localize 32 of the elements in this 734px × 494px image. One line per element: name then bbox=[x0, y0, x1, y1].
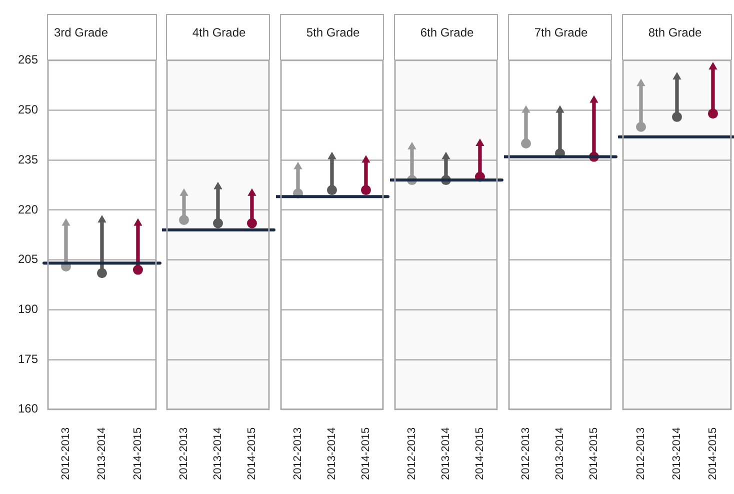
x-tick-label: 2013-2014 bbox=[326, 427, 338, 480]
x-tick-label: 2014-2015 bbox=[360, 427, 372, 480]
x-tick-label: 2013-2014 bbox=[671, 427, 684, 480]
x-tick-label: 2013-2014 bbox=[554, 427, 566, 480]
x-tick-label: 2013-2014 bbox=[440, 427, 452, 480]
y-tick-label: 190 bbox=[18, 302, 38, 316]
x-tick-label: 2014-2015 bbox=[246, 427, 258, 480]
x-tick-label: 2014-2015 bbox=[132, 427, 144, 480]
y-tick-label: 160 bbox=[18, 402, 38, 416]
chart-title: 5th Grade bbox=[306, 26, 360, 40]
chart-title: 8th Grade bbox=[648, 26, 702, 40]
x-tick-label: 2014-2015 bbox=[588, 427, 600, 480]
x-tick-label: 2013-2014 bbox=[96, 427, 108, 480]
chart-title: 4th Grade bbox=[192, 26, 246, 40]
y-tick-label: 205 bbox=[18, 252, 38, 266]
x-tick-label: 2014-2015 bbox=[474, 427, 486, 480]
x-tick-label: 2014-2015 bbox=[707, 427, 719, 480]
x-tick-label: 2012-2013 bbox=[178, 427, 190, 480]
x-tick-label: 2012-2013 bbox=[635, 427, 648, 480]
y-tick-label: 220 bbox=[18, 202, 38, 216]
x-tick-label: 2012-2013 bbox=[520, 427, 532, 480]
chart-title: 6th Grade bbox=[420, 26, 474, 40]
x-tick-label: 2012-2013 bbox=[60, 427, 72, 480]
x-tick-label: 2013-2014 bbox=[212, 427, 224, 480]
y-tick-label: 265 bbox=[18, 52, 38, 67]
chart-title: 7th Grade bbox=[534, 26, 588, 40]
y-tick-label: 250 bbox=[18, 102, 38, 117]
y-tick-label: 175 bbox=[18, 352, 38, 366]
x-tick-label: 2012-2013 bbox=[406, 427, 418, 480]
x-tick-label: 2012-2013 bbox=[292, 427, 304, 480]
chart-title: 3rd Grade bbox=[54, 26, 108, 40]
y-tick-label: 235 bbox=[18, 152, 38, 166]
